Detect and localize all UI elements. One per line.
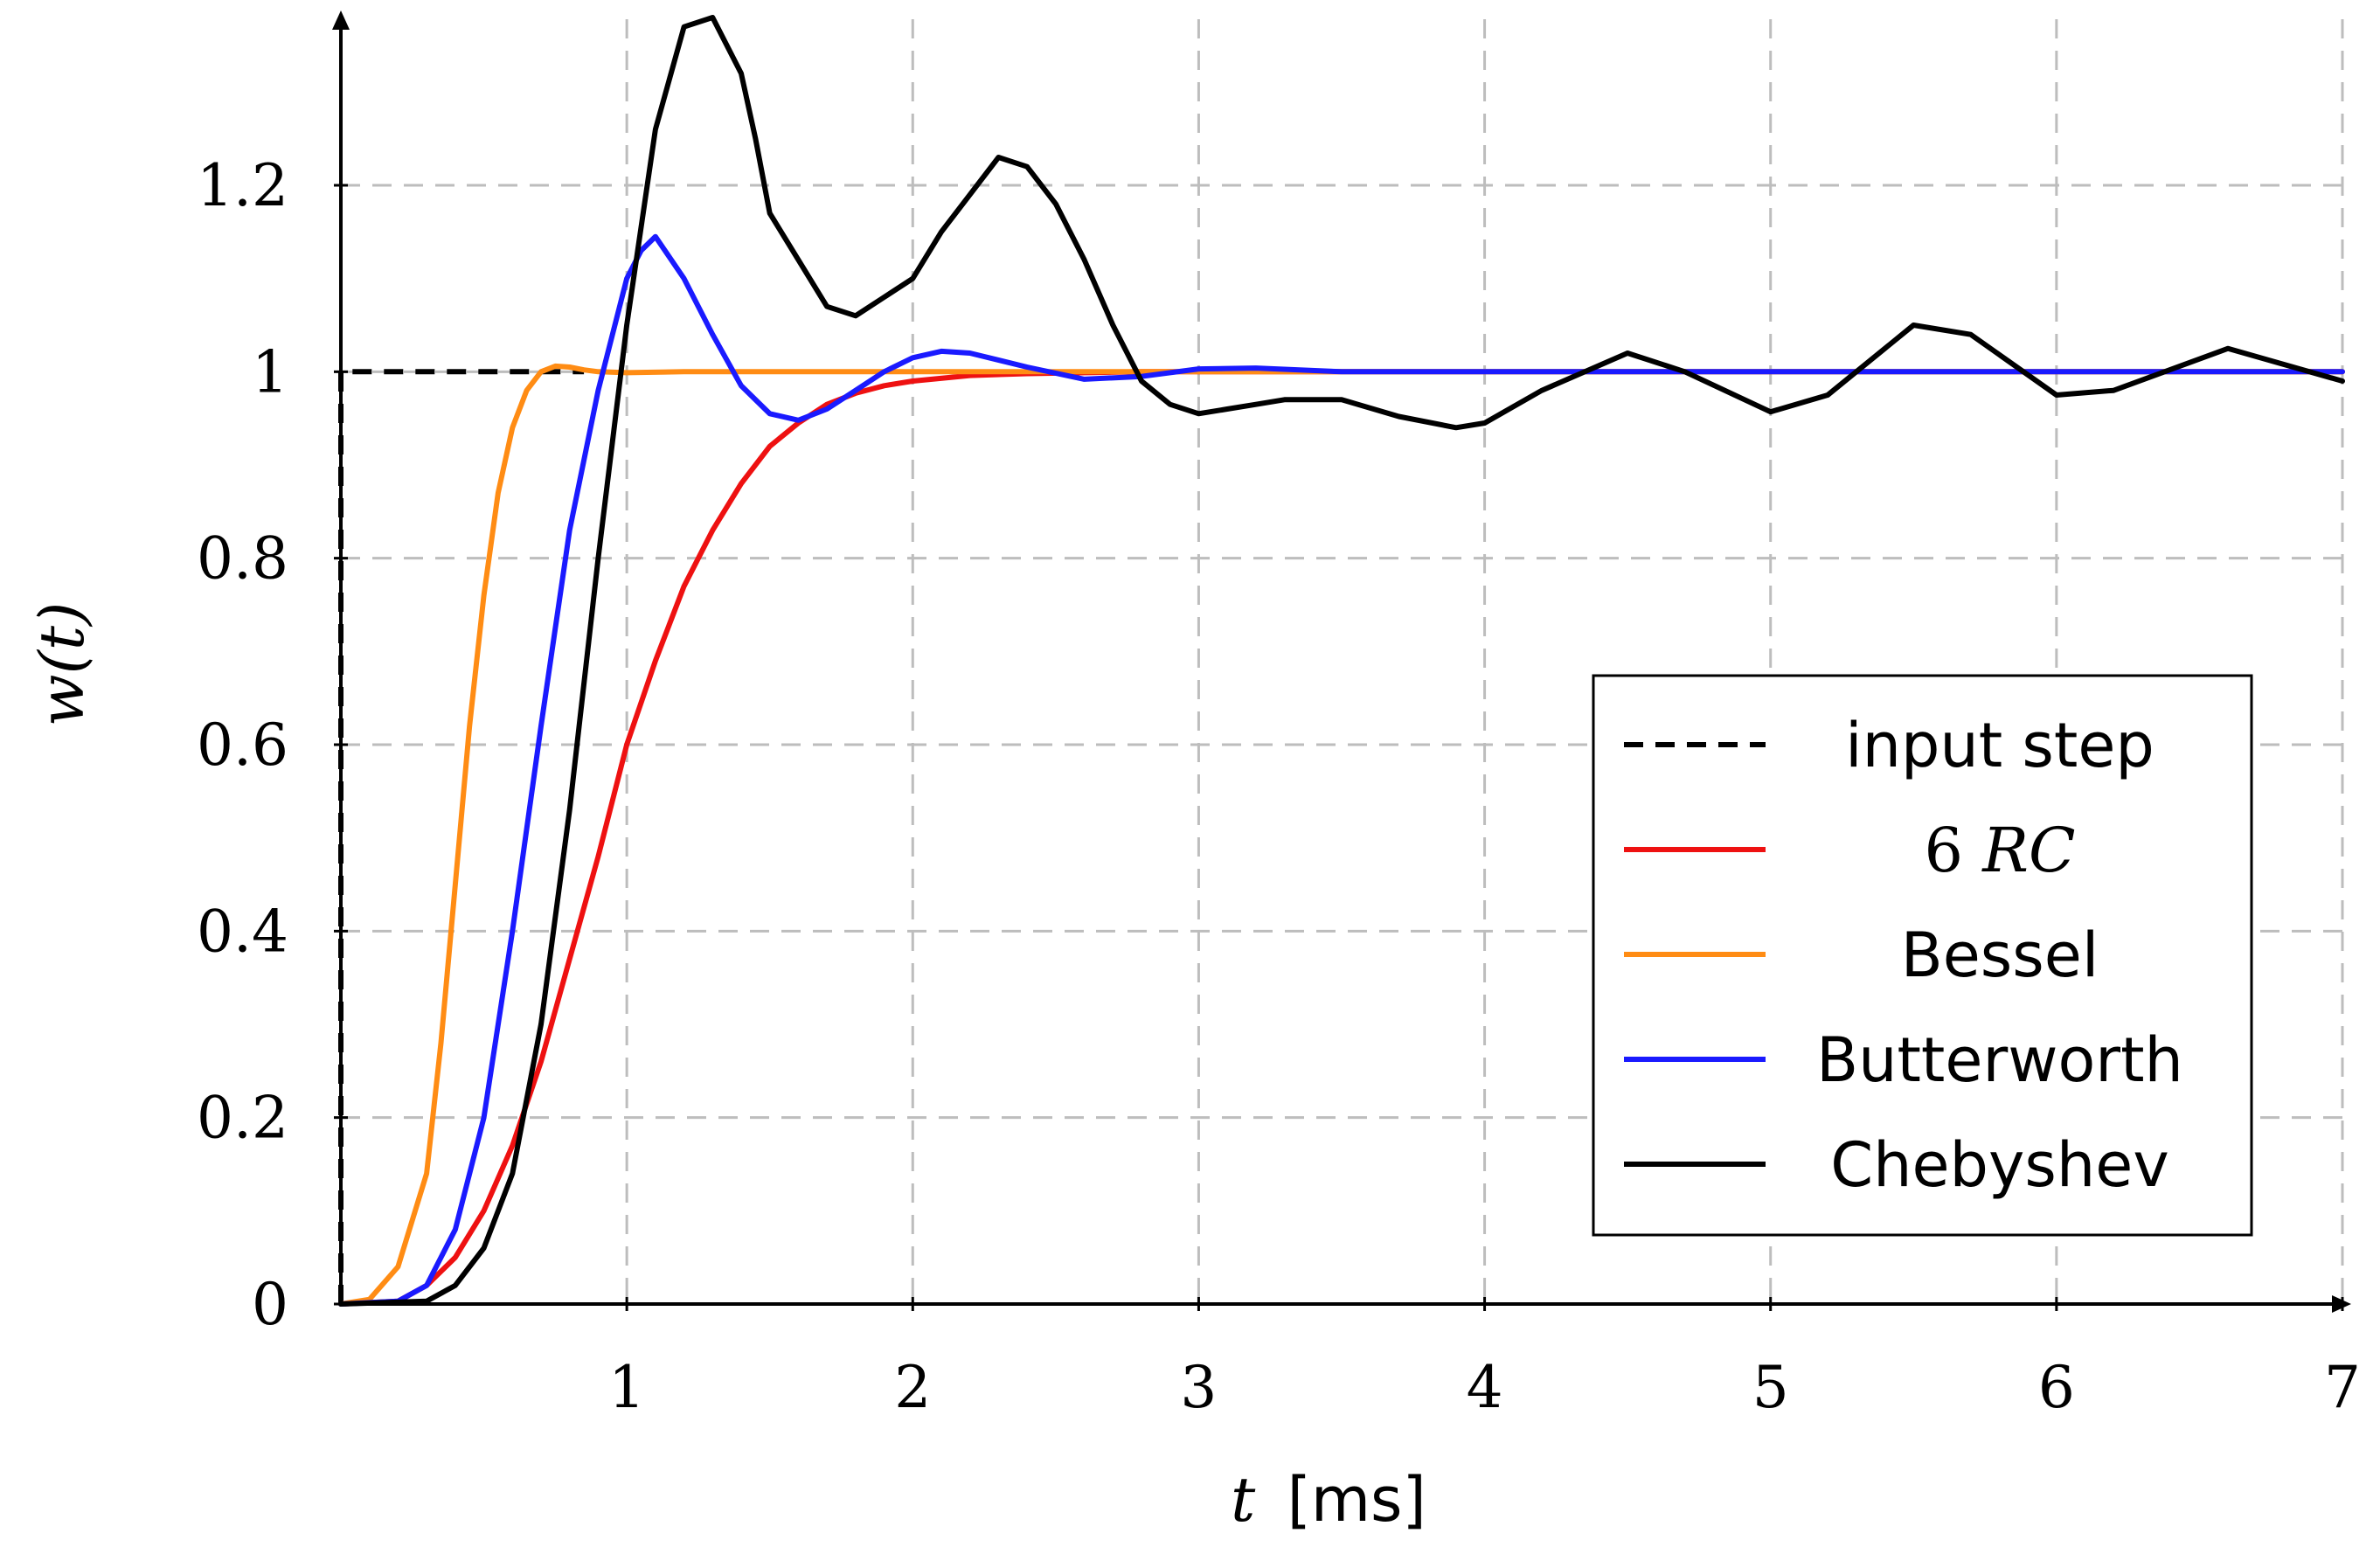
x-tick-label: 7 [2324, 1354, 2361, 1421]
x-tick-label: 3 [1180, 1354, 1217, 1421]
x-tick-label: 1 [608, 1354, 645, 1421]
legend-label: Bessel [1901, 919, 2099, 991]
series-line-bessel [338, 363, 2345, 1307]
x-axis-label: t [ms] [1231, 1464, 1426, 1536]
tick-labels: 1 2 3 4 5 6 7 0 0.2 0.4 0.6 0.8 1 1.2 [197, 152, 2361, 1421]
legend-label: Chebyshev [1830, 1129, 2169, 1201]
y-axis-label: w(t) [26, 602, 98, 727]
legend-label: Butterworth [1816, 1024, 2183, 1096]
series-line-input-step [338, 369, 585, 1304]
y-axis-arrow [332, 10, 350, 30]
y-tick-label: 0.6 [197, 711, 288, 779]
series-line-butterworth [338, 233, 2345, 1307]
series-line-chebyshev [338, 15, 2345, 1307]
y-tick-label: 0.2 [197, 1085, 288, 1152]
y-tick-label: 0.8 [197, 525, 288, 593]
x-tick-label: 4 [1467, 1354, 1503, 1421]
y-tick-label: 1 [252, 338, 288, 406]
y-tick-label: 0 [252, 1271, 288, 1338]
x-tick-label: 2 [894, 1354, 931, 1421]
x-tick-label: 5 [1752, 1354, 1789, 1421]
legend-label: input step [1845, 710, 2154, 781]
y-tick-label: 1.2 [197, 152, 288, 219]
legend: input step 6 RC Bessel Butterworth Chebyshev [1592, 674, 2253, 1237]
x-tick-label: 6 [2038, 1354, 2075, 1421]
series-layer [338, 15, 2345, 1307]
legend-label: 6 RC [1924, 815, 2075, 886]
y-tick-label: 0.4 [197, 898, 288, 965]
